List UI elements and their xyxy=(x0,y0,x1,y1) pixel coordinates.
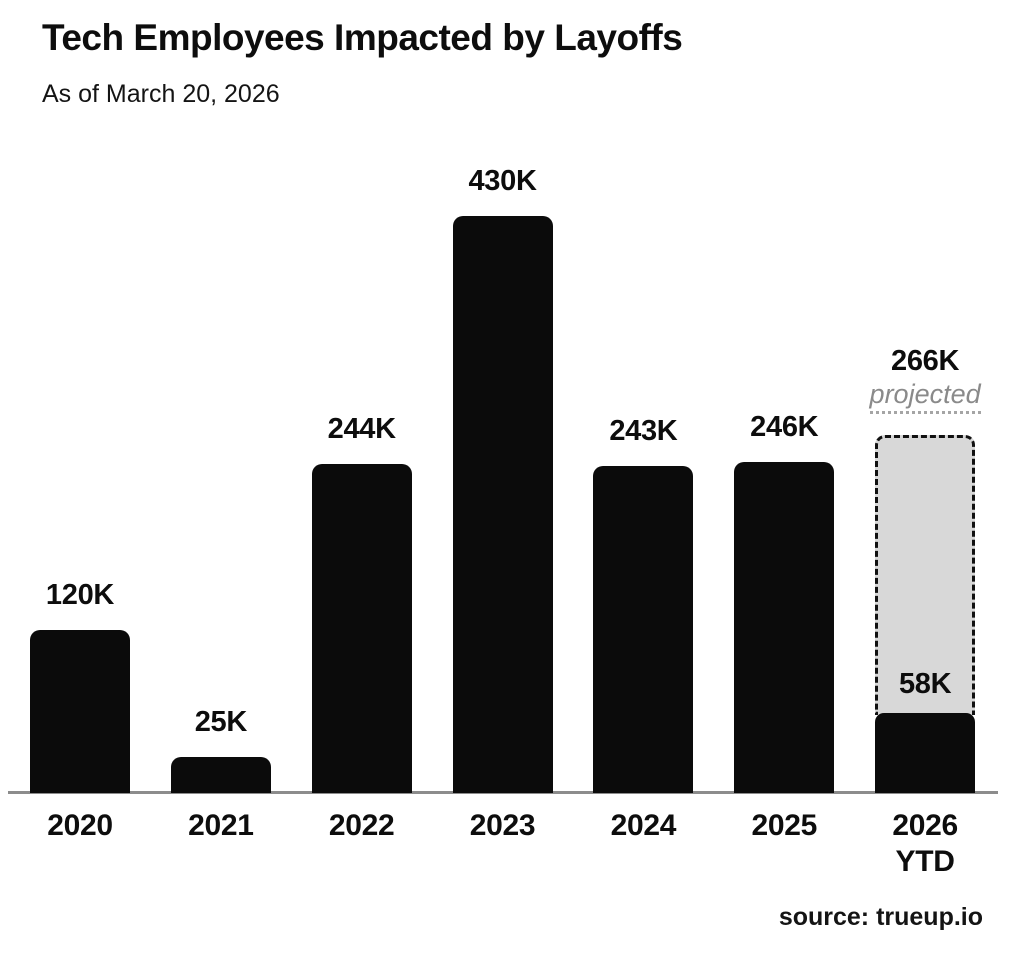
bar xyxy=(170,756,271,793)
projected-total-label: 266K xyxy=(891,344,960,377)
bar xyxy=(593,465,694,793)
bar xyxy=(30,629,130,793)
actual-bar xyxy=(875,712,976,793)
year-label: 2022 xyxy=(328,809,395,842)
bar xyxy=(452,215,553,793)
year-label: 2021 xyxy=(188,809,254,842)
page-title: Tech Employees Impacted by Layoffs xyxy=(42,17,683,58)
projected-note-label: projected xyxy=(869,379,981,414)
chart-subtitle: As of March 20, 2026 xyxy=(42,80,280,108)
value-label: 58K xyxy=(898,667,952,700)
year-label: 2026 YTD xyxy=(892,809,958,878)
value-label: 120K xyxy=(45,578,115,611)
year-label: 2023 xyxy=(469,809,536,842)
projected-header: 266K projected xyxy=(835,343,1015,414)
source-credit: source: trueup.io xyxy=(778,903,983,931)
value-label: 25K xyxy=(194,705,248,738)
value-label: 430K xyxy=(468,164,537,197)
bar xyxy=(734,461,835,793)
year-label: 2020 xyxy=(47,809,113,842)
year-label: 2025 xyxy=(751,809,818,842)
projected-bar xyxy=(875,434,976,715)
value-label: 243K xyxy=(609,414,678,447)
bar xyxy=(311,464,412,793)
value-label: 246K xyxy=(750,410,819,443)
year-label: 2024 xyxy=(610,809,677,842)
value-label: 244K xyxy=(327,413,396,446)
